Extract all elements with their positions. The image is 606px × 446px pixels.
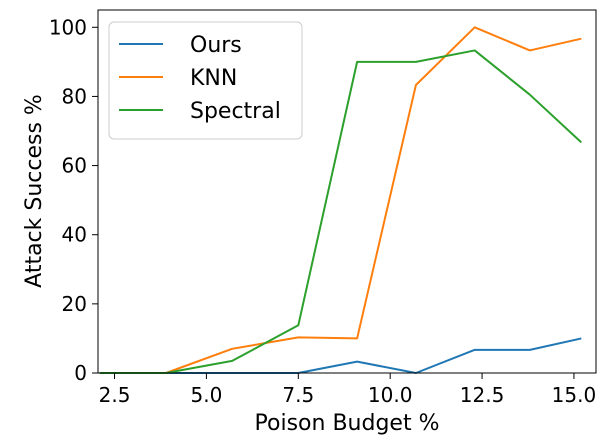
plot-frame [97,9,597,374]
x-tick-label: 5.0 [191,383,223,407]
y-axis-label: Attack Success % [22,94,47,288]
x-tick-label: 12.5 [460,383,505,407]
x-axis-label: Poison Budget % [255,411,440,436]
y-axis-ticks: 0 20 40 60 80 100 [49,15,98,385]
x-tick-label: 2.5 [99,383,131,407]
y-tick-label: 100 [49,15,87,39]
series-line-knn [99,26,582,374]
y-tick-label: 80 [62,84,87,108]
y-tick-label: 40 [62,223,87,247]
y-tick-label: 20 [62,292,87,316]
y-tick-label: 0 [74,361,87,385]
legend-label-ours: Ours [190,33,242,58]
x-tick-label: 7.5 [282,383,314,407]
x-axis-ticks: 2.5 5.0 7.5 10.0 12.5 15.0 [99,373,597,407]
legend-label-knn: KNN [190,66,237,91]
legend: Ours KNN Spectral [108,21,303,140]
y-tick-label: 60 [62,154,87,178]
x-tick-label: 15.0 [552,383,597,407]
series-line-spectral [99,49,582,374]
legend-label-spectral: Spectral [190,99,281,124]
x-tick-label: 10.0 [368,383,413,407]
